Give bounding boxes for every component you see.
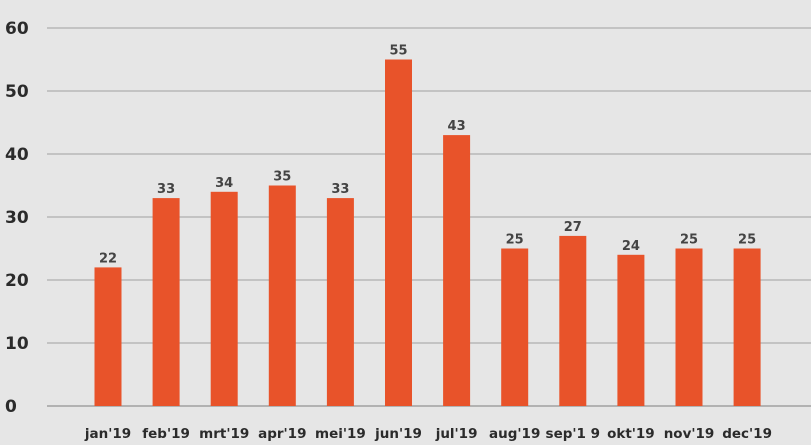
bars: [94, 59, 761, 406]
x-tick-label: mei'19: [315, 426, 366, 442]
bar: [617, 254, 645, 406]
bar: [94, 267, 122, 406]
data-label: 27: [564, 220, 582, 235]
y-tick-label: 10: [5, 334, 29, 354]
data-label: 33: [157, 182, 175, 197]
y-tick-label: 60: [5, 19, 29, 39]
y-tick-label: 30: [5, 208, 29, 228]
bar: [675, 248, 703, 406]
bar: [501, 248, 529, 406]
bar: [268, 185, 296, 406]
x-tick-label: jan'19: [84, 426, 131, 442]
x-tick-label: apr'19: [258, 426, 306, 442]
bar: [559, 235, 587, 406]
data-label: 25: [738, 233, 756, 248]
data-label: 22: [99, 251, 117, 266]
y-axis: 0 10 20 30 40 50 60: [5, 19, 29, 417]
bar: [210, 191, 238, 406]
bar: [733, 248, 761, 406]
data-label: 25: [506, 233, 524, 248]
y-tick-label: 20: [5, 271, 29, 291]
y-tick-label: 40: [5, 145, 29, 165]
data-label: 55: [389, 44, 407, 59]
x-tick-label: dec'19: [722, 426, 772, 442]
y-tick-label: 50: [5, 82, 29, 102]
x-axis: jan'19 feb'19 mrt'19 apr'19 mei'19 jun'19 jul'…: [84, 426, 772, 442]
data-label: 35: [273, 170, 291, 185]
data-label: 34: [215, 176, 233, 191]
data-label: 43: [448, 119, 466, 134]
data-label: 24: [622, 239, 640, 254]
data-label: 33: [331, 182, 349, 197]
x-tick-label: mrt'19: [199, 426, 249, 442]
data-labels: 22 33 34 35 33 55 43 25 27 24 25 25: [99, 44, 756, 267]
y-tick-label: 0: [5, 397, 17, 417]
x-tick-label: nov'19: [664, 426, 715, 442]
x-tick-label: okt'19: [607, 426, 655, 442]
x-tick-label: sep'1 9: [546, 426, 600, 442]
x-tick-label: jul'19: [435, 426, 478, 442]
bar: [326, 198, 354, 406]
x-tick-label: feb'19: [142, 426, 190, 442]
bar: [152, 198, 180, 406]
bar: [385, 59, 412, 406]
data-label: 25: [680, 233, 698, 248]
x-tick-label: aug'19: [489, 426, 540, 442]
bar: [443, 135, 471, 406]
x-tick-label: jun'19: [374, 426, 422, 442]
